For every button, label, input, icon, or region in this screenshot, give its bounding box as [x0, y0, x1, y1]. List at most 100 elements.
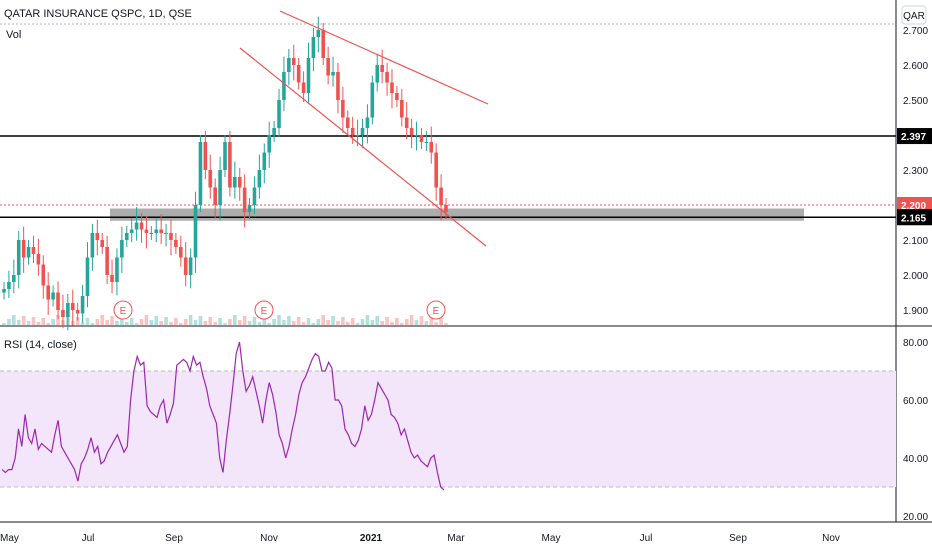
rsi-tick-label: 80.00: [903, 338, 928, 349]
volume-bar: [233, 315, 237, 325]
candle: [267, 121, 271, 168]
time-tick-label: May: [542, 533, 561, 544]
volume-bar: [115, 321, 119, 325]
volume-bar: [228, 319, 232, 325]
candle: [424, 130, 429, 152]
volume-bar: [188, 315, 193, 325]
volume-bar: [41, 318, 46, 325]
volume-bar: [291, 321, 296, 325]
svg-text:2.165: 2.165: [901, 213, 926, 224]
volume-bar: [80, 322, 85, 325]
volume-bar: [26, 321, 31, 325]
volume-bar: [282, 320, 286, 325]
svg-text:2.200: 2.200: [901, 201, 926, 212]
time-tick-label: Nov: [822, 533, 840, 544]
currency-label: QAR: [903, 11, 925, 22]
candle: [208, 154, 213, 199]
candle: [287, 48, 291, 86]
candle: [16, 230, 21, 289]
candle: [2, 282, 6, 300]
chart-title: QATAR INSURANCE QSPC, 1D, QSE: [4, 8, 192, 20]
candle: [179, 235, 183, 267]
candle: [434, 143, 438, 201]
time-tick-label: 2021: [360, 533, 383, 544]
candle: [21, 226, 26, 273]
candle: [7, 270, 11, 299]
candle: [419, 128, 424, 149]
svg-text:2.397: 2.397: [901, 132, 926, 143]
rsi-ticks: 80.00 60.00 40.00 20.00: [903, 338, 928, 523]
price-tick-label: 2.100: [903, 236, 928, 247]
volume-bar: [321, 315, 326, 325]
candle: [439, 174, 443, 221]
candle: [331, 56, 335, 87]
candle: [257, 154, 262, 199]
candle: [311, 27, 316, 72]
rsi-plot: [1, 341, 445, 491]
time-tick-label: Jul: [640, 533, 653, 544]
earnings-marker[interactable]: E: [113, 300, 133, 320]
candle: [139, 213, 144, 243]
candle: [390, 69, 394, 109]
time-tick-label: Sep: [165, 533, 183, 544]
candle: [203, 130, 208, 180]
candle: [105, 235, 109, 285]
candle: [75, 303, 80, 321]
volume-bar: [31, 317, 36, 325]
candle: [124, 226, 129, 247]
price-ticks: 2.700 2.600 2.500 2.300 2.100 2.000 1.900: [903, 26, 928, 317]
volume-bar: [164, 317, 168, 325]
candle: [326, 46, 330, 85]
volume-bar: [95, 319, 100, 325]
candle: [56, 281, 60, 320]
volume-bar: [262, 318, 267, 325]
volume-bar: [16, 320, 21, 325]
candle: [66, 293, 70, 331]
price-tick-label: 2.600: [903, 61, 928, 72]
volume-bar: [287, 316, 291, 325]
candle: [385, 62, 389, 96]
candle: [174, 233, 178, 254]
volume-bar: [370, 320, 375, 325]
candle: [51, 285, 55, 307]
price-tick-label: 2.000: [903, 271, 928, 282]
candle: [90, 223, 95, 271]
volume-bar: [129, 318, 134, 325]
candle: [242, 174, 247, 228]
volume-bar: [105, 320, 109, 325]
candles: [2, 16, 448, 331]
volume-bar: [444, 323, 448, 325]
volume-bar: [218, 318, 222, 325]
earnings-marker[interactable]: E: [426, 300, 446, 320]
volume-bar: [267, 323, 271, 325]
candle: [341, 86, 345, 133]
volume-bar: [179, 323, 183, 325]
candle: [316, 16, 321, 53]
volume-bar: [154, 316, 159, 325]
candle: [409, 118, 414, 149]
volume-bar: [110, 316, 114, 325]
volume-bar: [360, 319, 365, 325]
candle: [149, 226, 154, 240]
candle: [85, 242, 90, 308]
trend-line-upper[interactable]: [279, 10, 489, 105]
candle: [80, 284, 85, 323]
volume-bar: [429, 317, 434, 325]
volume-bar: [51, 319, 55, 325]
volume-bar: [247, 321, 252, 325]
earnings-marker[interactable]: E: [254, 300, 274, 320]
volume-bar: [169, 322, 173, 325]
volume-bar: [355, 323, 360, 325]
svg-text:E: E: [120, 306, 127, 317]
trend-line-lower[interactable]: [239, 47, 487, 247]
rsi-tick-label: 60.00: [903, 396, 928, 407]
price-tick-label: 2.700: [903, 26, 928, 37]
volume-bar: [85, 318, 90, 325]
candle: [237, 167, 242, 201]
candle: [306, 42, 311, 105]
volume-bar: [90, 323, 95, 325]
time-tick-label: Jul: [82, 533, 95, 544]
time-tick-label: May: [0, 533, 19, 544]
